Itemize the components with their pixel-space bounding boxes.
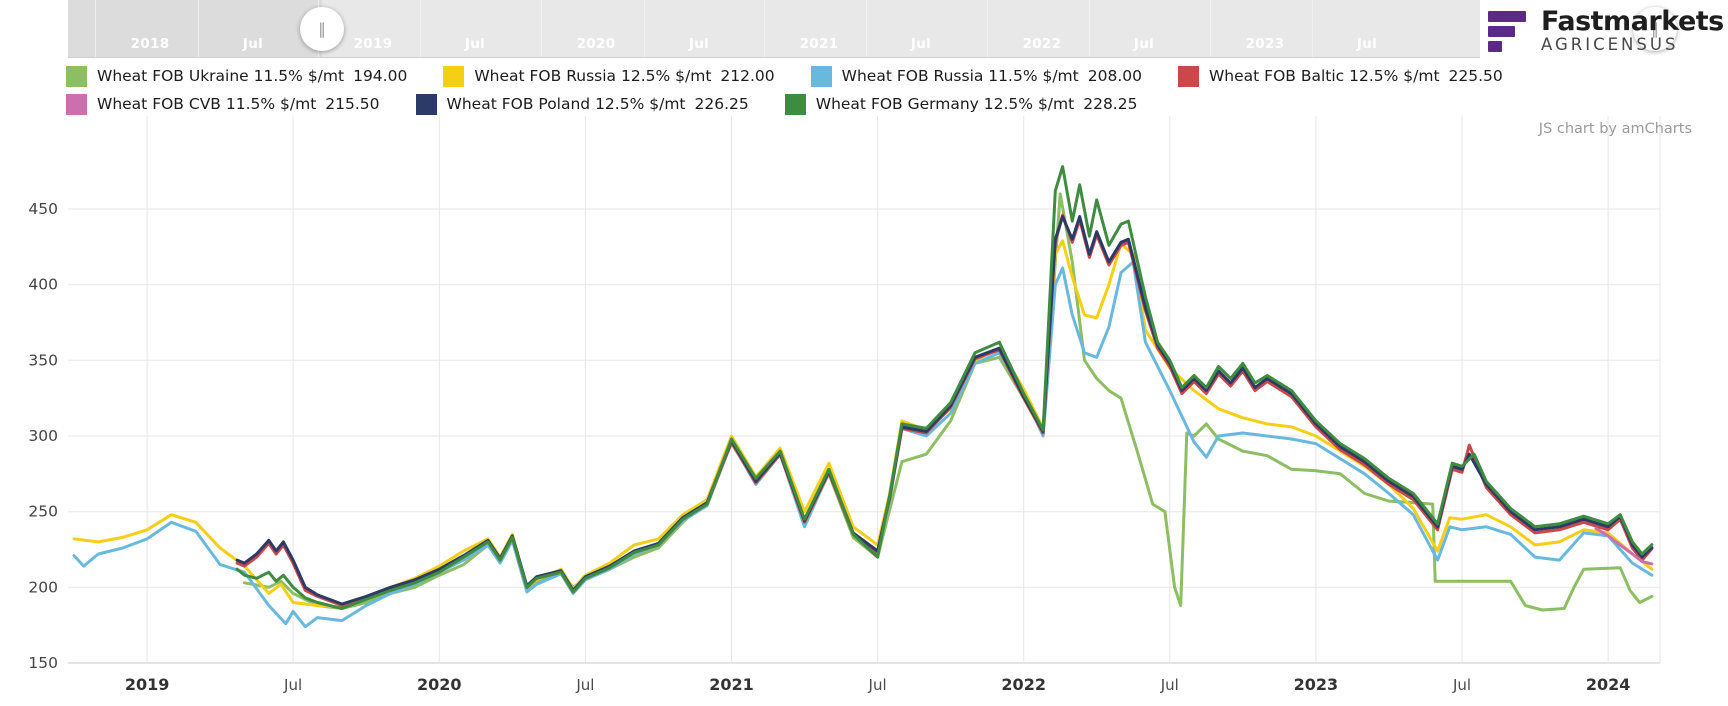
series-line-germany xyxy=(235,165,1654,610)
grip-icon: ‖ xyxy=(318,20,326,38)
timeline-scrollbar[interactable]: 2018 Jul 2019 Jul 2020 Jul 2021 Jul 2022 Jul 2023 J… xyxy=(68,0,1660,58)
legend-color-swatch-germany[interactable] xyxy=(784,93,806,115)
legend-color-swatch-russia125[interactable] xyxy=(443,65,465,87)
legend-current-value: 228.25 xyxy=(1083,95,1138,113)
scrollbar-period-divider xyxy=(1089,0,1090,57)
scrollbar-period-divider xyxy=(1312,0,1313,57)
legend-label: Wheat FOB Ukraine 11.5% $/mt xyxy=(97,67,345,85)
legend-color-swatch-cvb[interactable] xyxy=(66,93,87,115)
fastmarkets-f-icon xyxy=(1488,11,1528,55)
y-axis-tick-label: 400 xyxy=(28,276,58,294)
y-axis-tick-label: 300 xyxy=(28,427,58,445)
legend-label: Wheat FOB Poland 12.5% $/mt xyxy=(446,95,686,113)
scrollbar-axis-label: 2022 xyxy=(1022,36,1062,52)
legend-item-russia115[interactable]: Wheat FOB Russia 11.5% $/mt 208.00 xyxy=(810,65,1142,87)
fastmarkets-logo: Fastmarkets AGRICENSUS xyxy=(1488,6,1724,55)
legend-item-baltic[interactable]: Wheat FOB Baltic 12.5% $/mt 225.50 xyxy=(1177,65,1503,87)
legend-row: Wheat FOB Ukraine 11.5% $/mt 194.00 Wheat … xyxy=(66,62,1539,90)
scrollbar-axis-label: 2023 xyxy=(1245,36,1285,52)
y-axis-tick-label: 150 xyxy=(28,654,58,672)
logo-backing xyxy=(1480,0,1728,60)
x-axis-tick-label: 2023 xyxy=(1294,675,1339,694)
y-axis-tick-label: 450 xyxy=(28,200,58,218)
legend-label: Wheat FOB CVB 11.5% $/mt xyxy=(97,95,317,113)
legend-color-swatch-russia115[interactable] xyxy=(810,65,832,87)
scrollbar-right-grip[interactable]: ‖ xyxy=(1633,7,1677,51)
series-line-russia125 xyxy=(72,239,1654,609)
scrollbar-period-divider xyxy=(1210,0,1211,57)
legend-label: Wheat FOB Russia 12.5% $/mt xyxy=(474,67,712,85)
legend-current-value: 208.00 xyxy=(1087,67,1142,85)
x-axis-tick-label: Jul xyxy=(283,676,302,694)
legend-label: Wheat FOB Germany 12.5% $/mt xyxy=(815,95,1075,113)
legend-color-swatch-baltic[interactable] xyxy=(1177,65,1199,87)
scrollbar-axis-label: 2020 xyxy=(576,36,616,52)
x-axis-tick-label: 2022 xyxy=(1001,675,1046,694)
grip-icon: ‖ xyxy=(1651,20,1659,38)
scrollbar-axis-label: Jul xyxy=(1133,36,1155,52)
series-line-cvb xyxy=(1594,526,1654,566)
logo-title: Fastmarkets xyxy=(1541,6,1724,37)
legend-item-poland[interactable]: Wheat FOB Poland 12.5% $/mt 226.25 xyxy=(415,93,749,115)
legend-row: Wheat FOB CVB 11.5% $/mt 215.50 Wheat FOB … xyxy=(66,90,1539,118)
amcharts-watermark-link[interactable]: JS chart by amCharts xyxy=(1538,121,1692,137)
scrollbar-period-divider xyxy=(198,0,199,57)
legend-current-value: 215.50 xyxy=(325,95,380,113)
scrollbar-left-grip[interactable]: ‖ xyxy=(300,7,344,51)
legend-color-swatch-ukraine[interactable] xyxy=(66,65,87,87)
scrollbar-axis-label: 2021 xyxy=(799,36,839,52)
legend-item-russia125[interactable]: Wheat FOB Russia 12.5% $/mt 212.00 xyxy=(443,65,775,87)
scrollbar-period-divider xyxy=(866,0,867,57)
scrollbar-axis-label: Jul xyxy=(464,36,486,52)
legend-item-ukraine[interactable]: Wheat FOB Ukraine 11.5% $/mt 194.00 xyxy=(66,65,408,87)
scrollbar-period-divider xyxy=(987,0,988,57)
x-axis-tick-label: 2020 xyxy=(417,675,462,694)
scrollbar-period-divider xyxy=(541,0,542,57)
legend-current-value: 226.25 xyxy=(694,95,749,113)
x-axis-tick-label: Jul xyxy=(868,676,887,694)
y-axis-tick-label: 200 xyxy=(28,578,58,596)
legend-current-value: 212.00 xyxy=(720,67,775,85)
legend-current-value: 225.50 xyxy=(1448,67,1503,85)
scrollbar-period-divider xyxy=(764,0,765,57)
legend-color-swatch-poland[interactable] xyxy=(415,93,437,115)
x-axis-tick-label: Jul xyxy=(1160,676,1179,694)
logo-subtitle: AGRICENSUS xyxy=(1541,35,1679,55)
chart-legend: Wheat FOB Ukraine 11.5% $/mt 194.00 Wheat … xyxy=(66,62,1539,118)
legend-label: Wheat FOB Russia 11.5% $/mt xyxy=(841,67,1079,85)
x-axis-tick-label: Jul xyxy=(1452,676,1471,694)
scrollbar-period-divider xyxy=(644,0,645,57)
scrollbar-period-divider xyxy=(95,0,96,57)
x-axis-tick-label: Jul xyxy=(575,676,594,694)
scrollbar-axis-label: Jul xyxy=(688,36,710,52)
legend-item-germany[interactable]: Wheat FOB Germany 12.5% $/mt 228.25 xyxy=(784,93,1138,115)
x-axis-tick-label: 2021 xyxy=(709,675,754,694)
scrollbar-axis-label: Jul xyxy=(1356,36,1378,52)
scrollbar-period-divider xyxy=(420,0,421,57)
y-axis-tick-label: 250 xyxy=(28,503,58,521)
legend-label: Wheat FOB Baltic 12.5% $/mt xyxy=(1208,67,1440,85)
x-axis-tick-label: 2024 xyxy=(1586,675,1631,694)
scrollbar-selected-range[interactable] xyxy=(322,0,1643,57)
scrollbar-axis-label: 2019 xyxy=(353,36,393,52)
scrollbar-axis-label: Jul xyxy=(910,36,932,52)
scrollbar-axis-label: Jul xyxy=(242,36,264,52)
series-line-russia115 xyxy=(72,260,1654,629)
legend-current-value: 194.00 xyxy=(353,67,408,85)
scrollbar-axis-label: 2018 xyxy=(130,36,170,52)
y-axis-tick-label: 350 xyxy=(28,351,58,369)
legend-item-cvb[interactable]: Wheat FOB CVB 11.5% $/mt 215.50 xyxy=(66,93,380,115)
x-axis-tick-label: 2019 xyxy=(125,675,170,694)
